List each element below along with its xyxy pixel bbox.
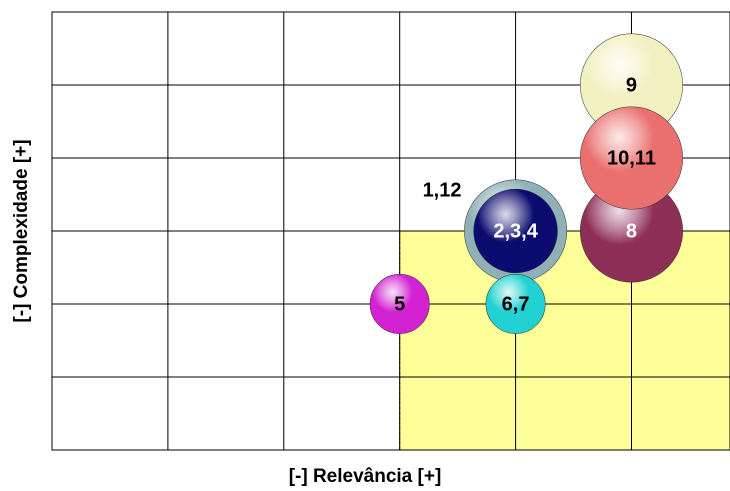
bubble-shade [580,180,683,282]
bubble-label: 1,12 [423,180,462,202]
bubble-label: 9 [626,74,637,96]
bubble-label: 5 [394,293,405,315]
bubble-shade [486,274,546,334]
bubble-shade [473,189,558,273]
bubble-label: 8 [626,220,637,242]
bubble-shade [580,107,683,209]
highlight-region [399,230,730,451]
bubble-shade [370,274,430,334]
bubble-shade [580,34,683,136]
x-axis-label: [-] Relevância [+] [289,466,442,487]
y-axis-label: [-] Complexidade [+] [11,139,32,322]
bubble-label: 6,7 [502,293,530,315]
bubble-label: 10,11 [607,147,656,169]
plot-border [51,11,730,451]
bubble-label: 2,3,4 [493,220,538,242]
